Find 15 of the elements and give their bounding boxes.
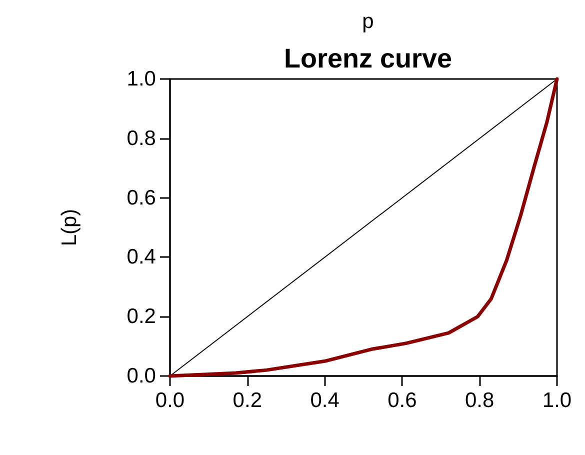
y-tick-label: 0.2 bbox=[126, 305, 156, 328]
x-tick-label: 0.8 bbox=[465, 389, 494, 412]
x-tick-label: 0.4 bbox=[310, 389, 340, 412]
y-tick-label: 0.8 bbox=[126, 126, 156, 150]
x-tick-label: 0.6 bbox=[388, 389, 417, 412]
chart-title: Lorenz curve bbox=[284, 44, 452, 74]
x-tick-label: 1.0 bbox=[542, 389, 572, 412]
y-tick-label: 0.6 bbox=[126, 186, 156, 210]
y-tick-label: 1.0 bbox=[126, 68, 156, 90]
y-axis-title: L(p) bbox=[58, 208, 81, 246]
y-tick-label: 0.0 bbox=[126, 364, 156, 388]
y-tick-label: 0.4 bbox=[126, 246, 156, 269]
x-axis-title: p bbox=[362, 10, 374, 33]
x-tick-label: 0.2 bbox=[232, 389, 262, 412]
x-tick-label: 0.0 bbox=[155, 389, 185, 412]
